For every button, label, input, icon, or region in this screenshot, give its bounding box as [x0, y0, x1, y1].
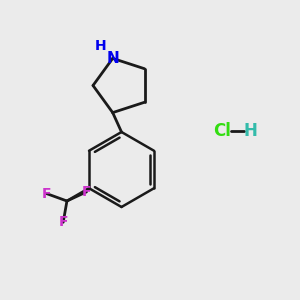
Text: H: H: [94, 39, 106, 53]
Text: N: N: [106, 51, 119, 66]
Text: F: F: [42, 187, 51, 201]
Text: Cl: Cl: [213, 122, 231, 140]
Text: F: F: [82, 185, 91, 199]
Text: F: F: [58, 215, 68, 229]
Text: H: H: [244, 122, 257, 140]
